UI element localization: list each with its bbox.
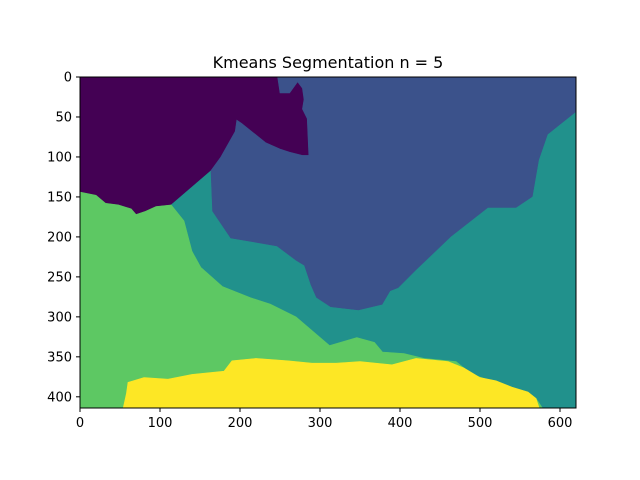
y-tick-label: 400 xyxy=(47,390,72,405)
y-axis: 0 50 100 150 200 250 300 350 400 xyxy=(47,71,80,405)
chart-title: Kmeans Segmentation n = 5 xyxy=(213,53,444,72)
plot-area xyxy=(79,76,577,409)
x-tick-label: 400 xyxy=(388,416,413,431)
axes-frame xyxy=(79,76,577,409)
y-tick-label: 0 xyxy=(64,71,72,86)
x-tick-label: 500 xyxy=(468,416,493,431)
y-tick-label: 50 xyxy=(55,110,72,125)
x-tick-label: 600 xyxy=(548,416,573,431)
y-tick-label: 300 xyxy=(47,310,72,325)
segment-cluster-4 xyxy=(122,358,540,408)
y-tick-label: 250 xyxy=(47,270,72,285)
x-axis: 0 100 200 300 400 500 600 xyxy=(76,408,573,431)
segment-layer xyxy=(80,77,576,408)
x-tick-label: 0 xyxy=(76,416,84,431)
y-tick-label: 150 xyxy=(47,190,72,205)
x-tick-label: 200 xyxy=(228,416,253,431)
x-tick-label: 300 xyxy=(308,416,333,431)
y-tick-label: 200 xyxy=(47,230,72,245)
y-tick-label: 100 xyxy=(47,150,72,165)
y-tick-label: 350 xyxy=(47,350,72,365)
x-tick-label: 100 xyxy=(148,416,173,431)
